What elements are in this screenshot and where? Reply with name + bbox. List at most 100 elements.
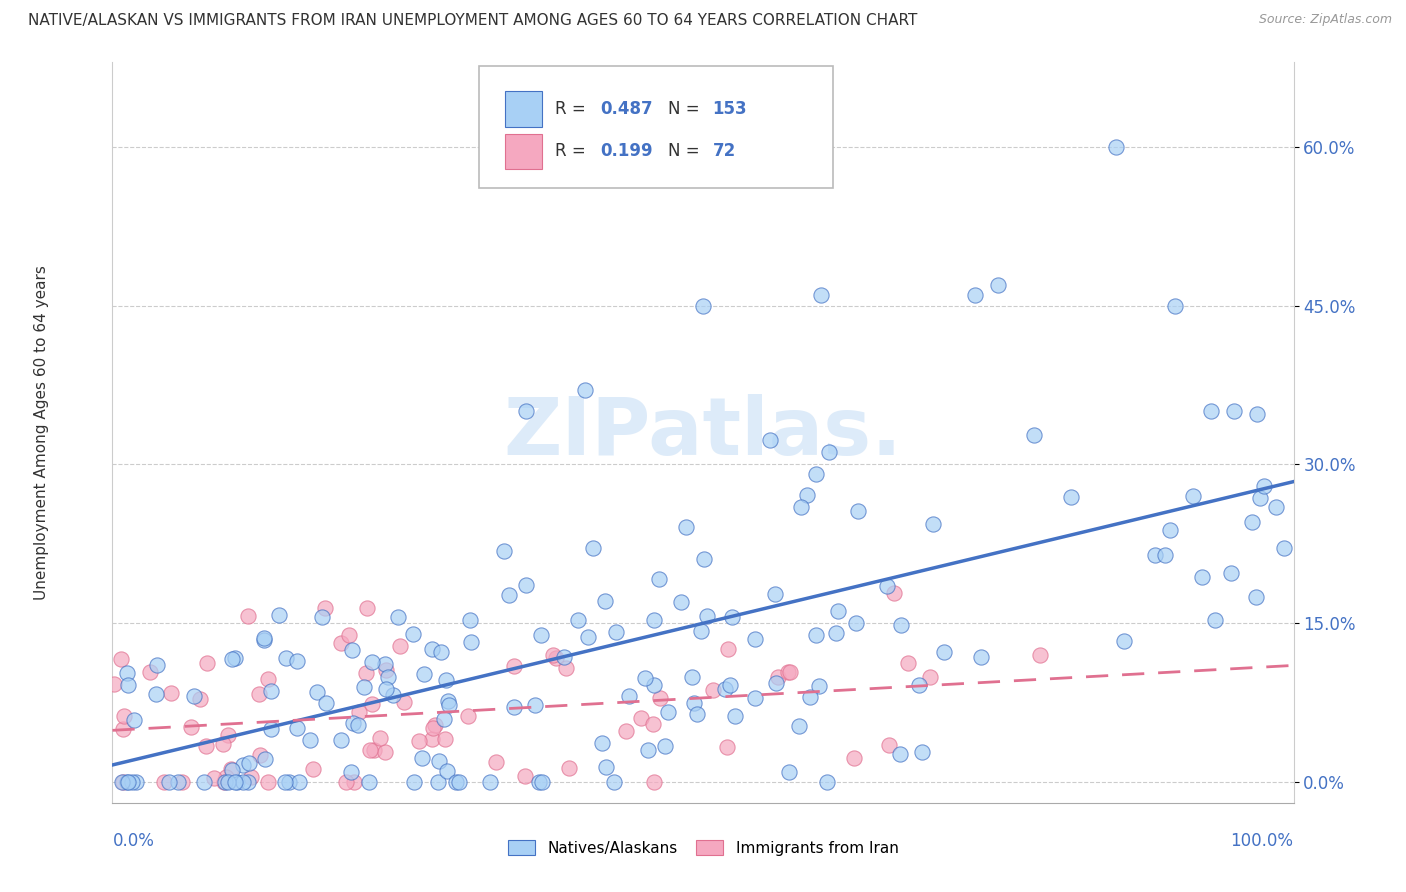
Point <box>1204 613 1226 627</box>
Point <box>437 693 460 707</box>
Point <box>544 650 567 665</box>
Point <box>374 657 396 671</box>
Point <box>238 774 260 789</box>
Point <box>257 673 280 687</box>
Point <box>799 690 821 704</box>
Point <box>796 488 818 502</box>
Point <box>449 774 471 789</box>
Point <box>879 738 901 752</box>
Point <box>224 651 246 665</box>
Point <box>339 765 361 780</box>
Point <box>744 691 766 706</box>
Point <box>374 682 396 697</box>
Point <box>394 695 416 709</box>
Point <box>1246 407 1268 421</box>
Point <box>112 774 135 789</box>
Point <box>718 678 741 692</box>
Point <box>353 680 375 694</box>
Point <box>347 718 370 732</box>
Point <box>433 712 456 726</box>
Point <box>167 774 190 789</box>
Point <box>643 678 665 692</box>
Point <box>276 651 298 665</box>
Point <box>460 635 482 649</box>
Point <box>335 774 357 789</box>
Point <box>647 572 669 586</box>
Point <box>257 774 280 789</box>
Point <box>593 594 616 608</box>
Point <box>641 717 664 731</box>
Point <box>238 756 260 771</box>
Point <box>827 604 849 618</box>
Point <box>692 551 714 566</box>
Point <box>630 711 652 725</box>
Text: Unemployment Among Ages 60 to 64 years: Unemployment Among Ages 60 to 64 years <box>34 265 49 600</box>
Text: 0.487: 0.487 <box>600 100 652 118</box>
Point <box>818 445 841 459</box>
Point <box>908 678 931 692</box>
Point <box>202 771 225 785</box>
Point <box>387 609 409 624</box>
Point <box>1249 491 1271 505</box>
Point <box>1159 523 1181 537</box>
Point <box>122 714 145 728</box>
Point <box>382 688 405 702</box>
Point <box>277 774 299 789</box>
Text: N =: N = <box>668 100 704 118</box>
Point <box>541 648 564 662</box>
Point <box>112 709 135 723</box>
Point <box>422 721 444 735</box>
Point <box>425 718 447 732</box>
Point <box>330 636 353 650</box>
Point <box>595 760 617 774</box>
Point <box>240 770 263 784</box>
Point <box>121 774 143 789</box>
Point <box>412 666 434 681</box>
Point <box>430 645 453 659</box>
Point <box>183 689 205 703</box>
Point <box>513 769 536 783</box>
Point <box>1112 633 1135 648</box>
Point <box>1105 140 1128 154</box>
Point <box>637 743 659 757</box>
Point <box>686 707 709 722</box>
Point <box>759 434 782 448</box>
Point <box>515 577 537 591</box>
Point <box>883 586 905 600</box>
Point <box>170 774 193 789</box>
Point <box>779 764 801 779</box>
Point <box>249 687 271 701</box>
Point <box>359 774 381 789</box>
Point <box>717 641 740 656</box>
Legend: Natives/Alaskans, Immigrants from Iran: Natives/Alaskans, Immigrants from Iran <box>502 834 904 862</box>
Point <box>787 719 810 733</box>
Point <box>1022 428 1045 442</box>
Point <box>619 689 641 703</box>
Point <box>498 588 520 602</box>
Point <box>226 774 249 789</box>
Point <box>211 737 233 751</box>
Point <box>301 762 323 776</box>
Text: 72: 72 <box>713 143 735 161</box>
Point <box>359 743 381 757</box>
Point <box>681 670 703 684</box>
Point <box>212 774 235 789</box>
Text: NATIVE/ALASKAN VS IMMIGRANTS FROM IRAN UNEMPLOYMENT AMONG AGES 60 TO 64 YEARS CO: NATIVE/ALASKAN VS IMMIGRANTS FROM IRAN U… <box>28 13 918 29</box>
Point <box>360 698 382 712</box>
Point <box>125 774 148 789</box>
Point <box>921 516 943 531</box>
Point <box>1253 478 1275 492</box>
Point <box>1182 489 1205 503</box>
Point <box>153 774 176 789</box>
Point <box>779 665 801 680</box>
Point <box>692 299 714 313</box>
Point <box>810 288 832 302</box>
Point <box>314 600 336 615</box>
Point <box>160 686 183 700</box>
Point <box>287 774 309 789</box>
Point <box>1191 570 1213 584</box>
Point <box>115 666 138 681</box>
Point <box>249 748 271 763</box>
Point <box>527 774 550 789</box>
Point <box>408 734 430 748</box>
